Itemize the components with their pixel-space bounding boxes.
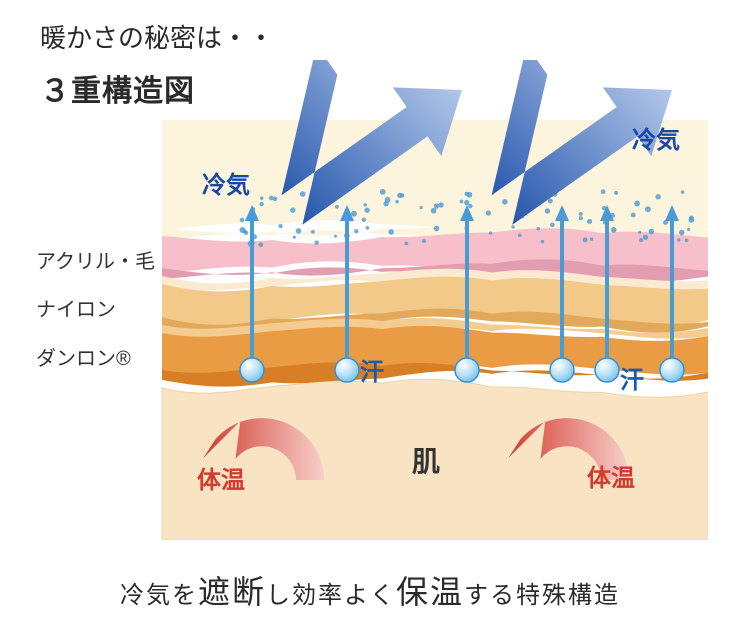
bottom-summary-text: 冷気を遮断し効率よく保温する特殊構造	[0, 567, 740, 613]
layer-label-2: ダンロン®	[36, 342, 131, 371]
bt-3: 保温	[396, 574, 464, 610]
bt-4: する特殊構造	[464, 583, 620, 609]
layer-label-1: ナイロン	[36, 293, 116, 322]
bt-1: 遮断	[198, 574, 266, 610]
cold-air-label-2: 冷気	[632, 120, 680, 155]
diagram-title: ３重構造図	[40, 66, 195, 110]
layer-structure-diagram: ３重構造図 アクリル・毛 ナイロン ダンロン® 冷気 冷気 汗	[32, 60, 708, 540]
sweat-label-2: 汗	[620, 360, 644, 395]
fabric-layers	[162, 120, 708, 387]
cold-air-label-1: 冷気	[202, 165, 250, 200]
bt-0: 冷気を	[120, 583, 198, 609]
body-heat-label-1: 体温	[197, 460, 245, 495]
body-heat-label-2: 体温	[587, 458, 635, 493]
top-intro-text: 暖かさの秘密は・・	[40, 18, 274, 55]
sweat-label-1: 汗	[360, 352, 384, 387]
skin-label: 肌	[412, 440, 440, 480]
bt-2: し効率よく	[266, 583, 396, 609]
layer-label-0: アクリル・毛	[36, 245, 155, 274]
